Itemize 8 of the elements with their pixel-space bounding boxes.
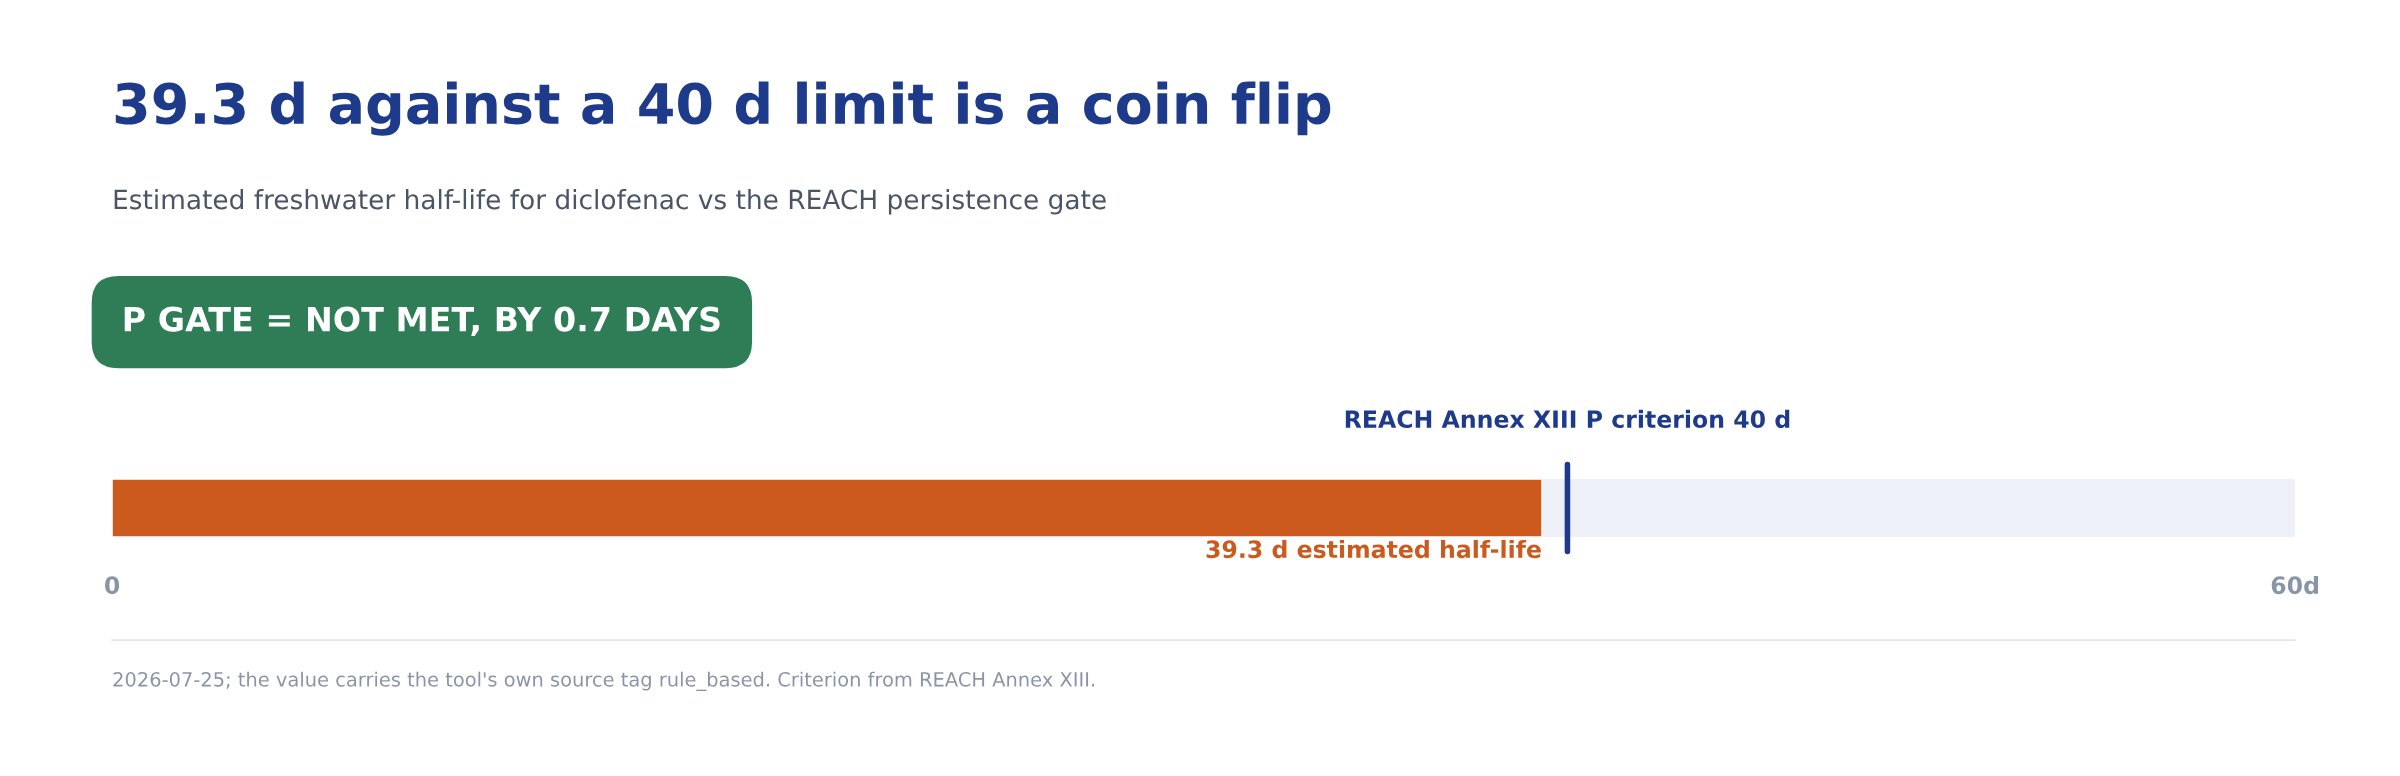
- text: P GATE = NOT MET, BY 0.7 DAYS: [124, 306, 720, 336]
- x-tick-label: 0: [104, 576, 120, 595]
- ref-line-label: REACH Annex XIII P criterion 40 d: [1345, 409, 1790, 429]
- data-label: 39.3 d estimated half-life: [1206, 539, 1541, 559]
- text: 2026-07-25; the value carries the tool's own source tag rule_based. Criterion from REACH Annex XIII.: [113, 671, 1095, 692]
- chart-subtitle: Estimated freshwater half-life for diclofenac vs the REACH persistence gate: [114, 188, 1106, 215]
- chart-title: 39.3 d against a 40 d limit is a coin flip: [115, 81, 1331, 136]
- x-tick-label: 60d: [2271, 575, 2319, 595]
